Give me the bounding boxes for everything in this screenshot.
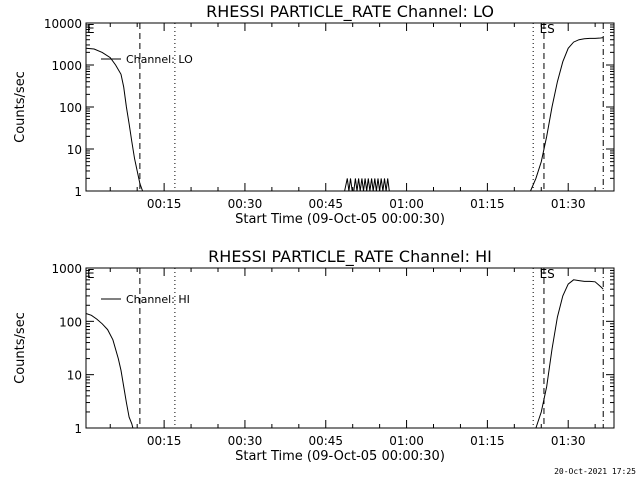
x-tick-label: 00:30 [228,197,263,211]
y-tick-label: 10000 [44,17,82,31]
data-series-line [530,37,604,192]
chart-panel-1: RHESSI PARTICLE_RATE Channel: LO10000100… [13,2,615,227]
event-marker-label: ES [540,22,555,36]
x-tick-label: 01:30 [551,197,586,211]
data-series-line [535,279,604,429]
event-marker-label: ES [540,267,555,281]
x-tick-label: 01:30 [551,434,586,448]
y-tick-label: 1 [74,422,82,436]
legend-label: Channel: LO [126,53,193,66]
x-axis-label: Start Time (09-Oct-05 00:00:30) [235,449,445,464]
x-tick-label: 00:45 [308,197,343,211]
event-marker-label: E [87,22,95,36]
x-tick-label: 01:00 [389,434,424,448]
data-series-line [344,178,390,192]
data-series-line [85,47,144,192]
x-tick-label: 00:45 [308,434,343,448]
timestamp: 20-Oct-2021 17:25 [554,467,636,476]
data-series-line [85,313,134,429]
x-axis-label: Start Time (09-Oct-05 00:00:30) [235,212,445,227]
plot-frame [85,267,615,429]
chart-title: RHESSI PARTICLE_RATE Channel: HI [208,247,492,267]
legend-label: Channel: HI [126,293,190,306]
x-tick-label: 00:15 [147,434,182,448]
x-tick-label: 01:15 [470,197,505,211]
y-tick-label: 1000 [51,262,82,276]
x-tick-label: 01:15 [470,434,505,448]
x-tick-label: 01:00 [389,197,424,211]
y-tick-label: 10 [67,143,82,157]
y-tick-label: 1000 [51,59,82,73]
y-tick-label: 10 [67,369,82,383]
chart-title: RHESSI PARTICLE_RATE Channel: LO [206,2,494,22]
y-axis-label: Counts/sec [13,71,28,143]
y-tick-label: 100 [59,315,82,329]
x-tick-label: 00:15 [147,197,182,211]
y-tick-label: 100 [59,101,82,115]
x-tick-label: 00:30 [228,434,263,448]
y-axis-label: Counts/sec [13,312,28,384]
plot-frame [85,22,615,192]
y-tick-label: 1 [74,185,82,199]
event-marker-label: E [87,267,95,281]
chart-panel-2: RHESSI PARTICLE_RATE Channel: HI10001001… [13,247,615,464]
